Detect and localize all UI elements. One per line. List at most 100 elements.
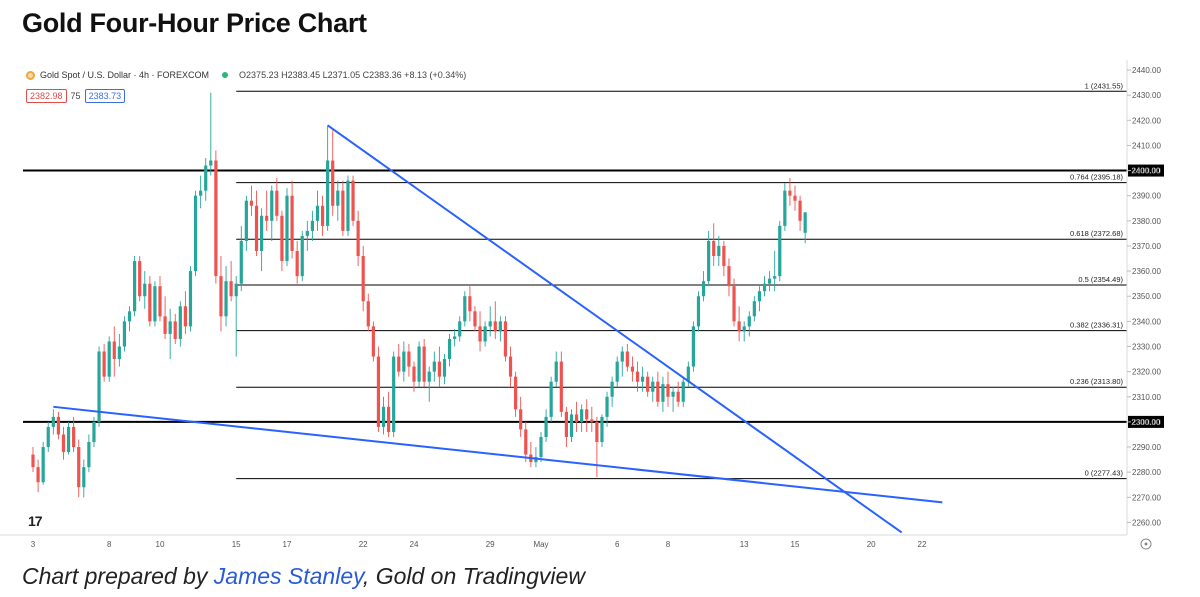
key-level-label: 2300.00 [1132,418,1161,427]
candle-body [468,296,472,312]
candle-body [569,414,574,437]
candle-body [36,467,40,483]
y-tick-label: 2380.00 [1132,217,1161,226]
candle-body [392,356,396,432]
candle-body [514,376,518,410]
candle-body [549,381,553,417]
candle-body [122,321,127,347]
y-tick-label: 2360.00 [1132,267,1161,276]
candle-body [600,416,604,443]
candle-body [778,225,782,277]
candle-body [442,359,447,377]
ohlc-readout: O2375.23 H2383.45 L2371.05 C2383.36 +8.1… [239,70,467,80]
fib-level-label: 0.236 (2313.80) [1070,377,1123,386]
trendline-lower-support[interactable] [53,405,943,504]
candle-body [356,220,360,257]
sell-price-button[interactable]: 2382.98 [26,89,67,103]
settings-gear-icon[interactable] [1140,538,1152,550]
candle-body [646,376,650,392]
candle-body [437,361,441,377]
candle-body [331,160,335,206]
x-tick-label: May [533,540,548,549]
candle-body [712,240,716,257]
candle-body [605,396,609,417]
y-tick-label: 2300.00 [1132,418,1161,427]
candle-body [183,306,187,327]
x-tick-label: 13 [740,540,749,549]
candle-body [615,361,619,382]
y-tick-label: 2290.00 [1132,443,1161,452]
x-tick-label: 20 [867,540,876,549]
axis-layer: 2260.00 2270.00 2280.00 2290.00 2300.00 2310.… [0,60,1161,550]
candle-body [244,200,248,241]
candle-body [651,381,655,392]
key-level-tag [1128,415,1164,428]
y-tick-label: 2370.00 [1132,242,1161,251]
candle-body [112,341,116,360]
candle-body [493,321,497,332]
candle-body [757,291,762,302]
candle-body [31,454,35,468]
candle-body [737,321,741,332]
candle-body [270,190,274,221]
tradingview-logo-icon[interactable]: 17 [28,513,43,529]
candle-body [66,426,71,453]
market-open-icon [222,72,229,78]
candle-body [346,180,350,231]
caption-prefix: Chart prepared by [22,563,214,589]
candle-body [498,321,502,332]
spread-value: 75 [70,91,81,101]
candle-body [676,391,680,402]
fib-level-label: 0 (2277.43) [1085,469,1124,478]
x-tick-label: 6 [615,540,620,549]
candle-body [260,215,264,251]
y-tick-label: 2440.00 [1132,66,1161,75]
candle-body [539,436,543,458]
candle-body [371,326,375,357]
y-tick-label: 2340.00 [1132,317,1161,326]
candle-body [432,361,436,372]
candle-body [580,409,584,422]
candle-body [127,311,132,322]
candle-body [102,351,106,377]
candle-body [762,283,767,292]
fib-level-label: 0.618 (2372.68) [1070,229,1123,238]
candle-body [280,215,284,262]
caption-author[interactable]: James Stanley [213,563,363,589]
candle-body [290,195,294,251]
buy-price-button[interactable]: 2383.73 [84,89,126,103]
candle-body [87,442,91,468]
candle-body [508,356,513,377]
candle-body [51,416,55,427]
candle-body [630,366,635,372]
candle-body [701,281,706,297]
x-tick-label: 3 [31,540,36,549]
x-tick-label: 29 [486,540,495,549]
chart-svg[interactable]: 1 (2431.55) 0.764 (2395.18) 0.618 (2372.68… [0,60,1200,555]
candle-body [41,447,45,483]
candle-body [773,276,777,279]
candle-body [727,266,731,287]
candle-body [590,419,594,422]
candle-body [427,371,431,382]
candle-body [326,160,330,226]
y-tick-label: 2320.00 [1132,368,1161,377]
candle-body [214,160,218,277]
candle-body [793,195,797,201]
candle-body [366,301,370,327]
candles-layer [31,92,807,498]
candle-body [625,351,629,367]
fib-level-label: 0.764 (2395.18) [1070,173,1123,182]
candle-body [397,356,401,372]
candle-body [686,366,690,382]
price-chart[interactable]: 1 (2431.55) 0.764 (2395.18) 0.618 (2372.68… [0,60,1200,555]
candle-body [46,426,50,448]
levels-layer: 1 (2431.55) 0.764 (2395.18) 0.618 (2372.68… [23,81,1164,480]
candle-body [696,296,701,327]
candle-body [717,245,721,257]
trendline-descending-resistance[interactable] [327,124,903,534]
candle-body [376,356,381,427]
candle-body [742,326,746,332]
candle-body [61,434,66,453]
candle-body [564,411,568,437]
